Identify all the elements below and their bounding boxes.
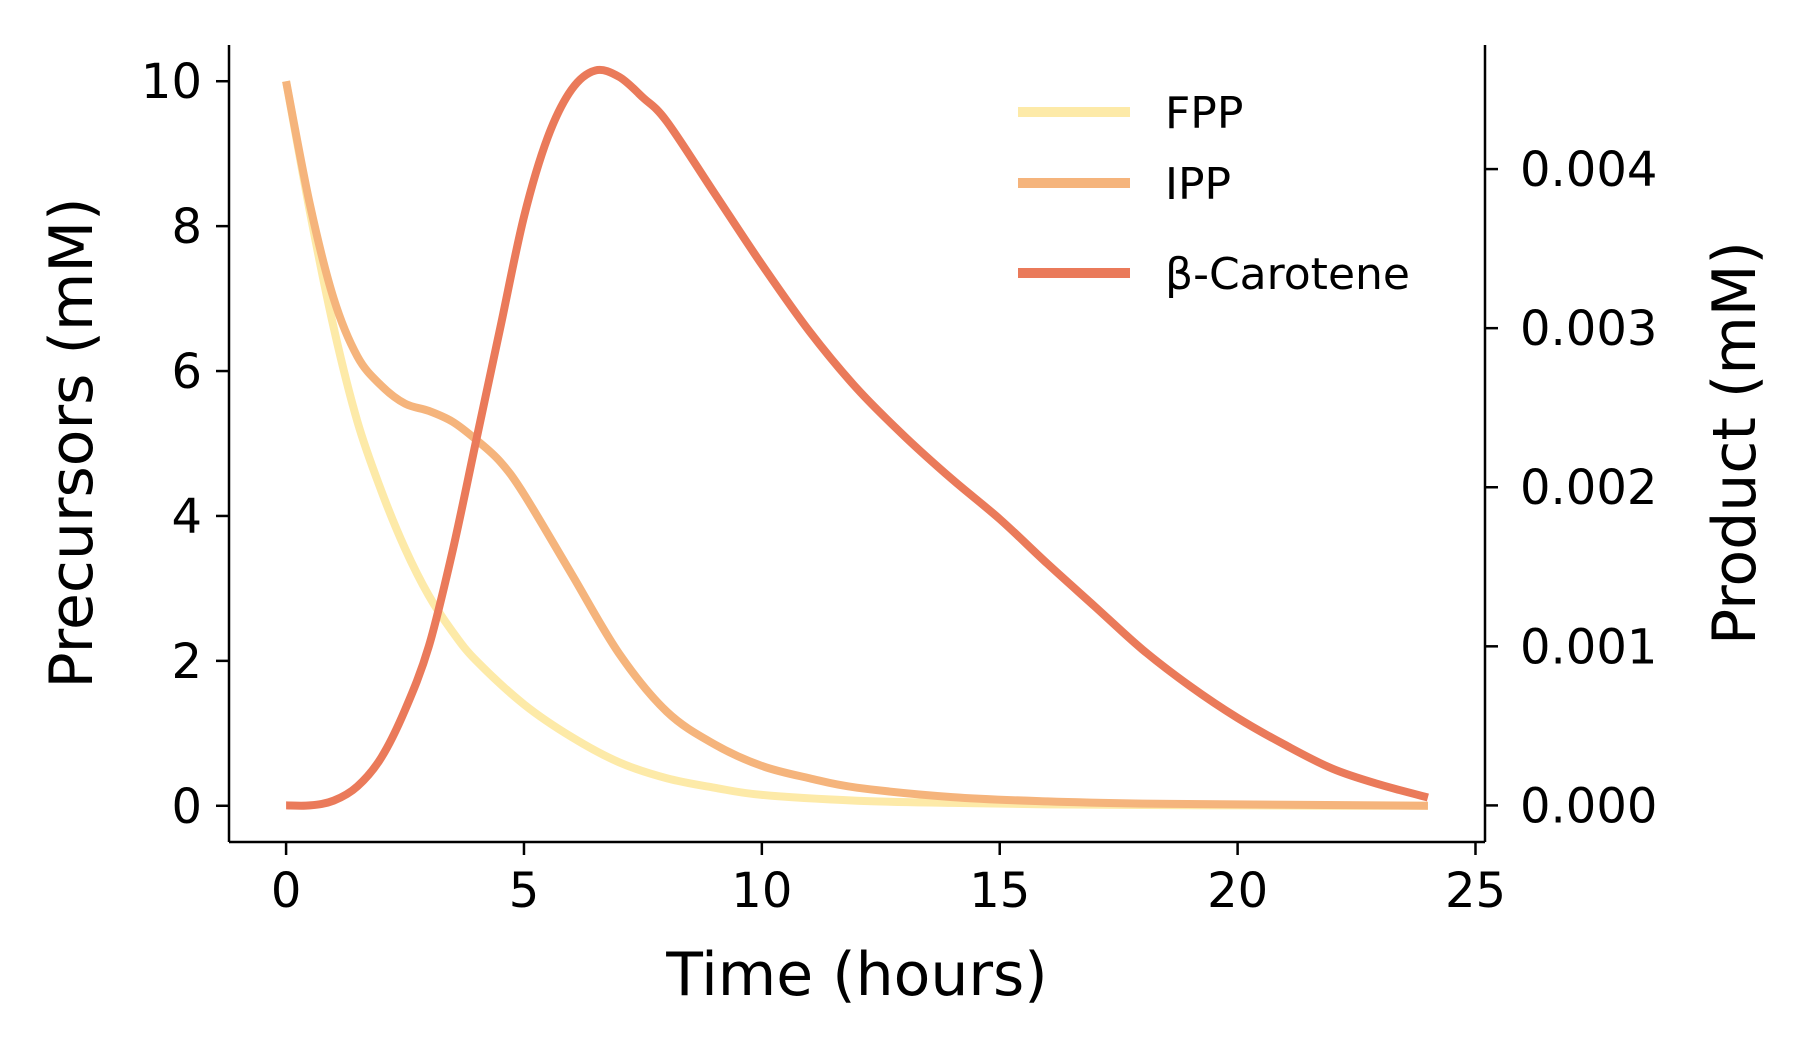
x-tick-label: 10 — [731, 863, 792, 919]
legend: FPP IPP β-Carotene — [1018, 88, 1410, 300]
x-tick-label: 15 — [969, 863, 1030, 919]
y2-tick-label: 0.002 — [1520, 460, 1657, 516]
y-tick-label: 2 — [171, 634, 202, 690]
legend-item: IPP — [1018, 159, 1231, 210]
legend-label: β-Carotene — [1165, 249, 1410, 300]
series-line — [282, 80, 1428, 810]
x-axis-label: Time (hours) — [665, 940, 1047, 1010]
legend-item: β-Carotene — [1018, 249, 1410, 300]
x-tick-label: 5 — [509, 863, 540, 919]
legend-label: FPP — [1165, 88, 1243, 139]
x-tick-label: 20 — [1207, 863, 1268, 919]
y2-tick-label: 0.000 — [1520, 778, 1657, 834]
axes-layer — [227, 45, 1487, 844]
y-tick-label: 10 — [141, 54, 202, 110]
x-tick-label: 25 — [1445, 863, 1506, 919]
y2-tick-label: 0.004 — [1520, 142, 1657, 198]
y-tick-label: 6 — [171, 344, 202, 400]
series-1 — [282, 80, 1428, 810]
y-tick-label: 4 — [171, 489, 202, 545]
y-tick-label: 8 — [171, 199, 202, 255]
series-line — [282, 80, 1428, 810]
y-axis-label: Precursors (mM) — [37, 197, 107, 688]
legend-label: IPP — [1165, 159, 1231, 210]
series-0 — [282, 80, 1428, 810]
legend-item: FPP — [1018, 88, 1243, 139]
series-layer — [282, 65, 1429, 810]
y-tick-label: 0 — [171, 779, 202, 835]
series-line — [286, 65, 1429, 810]
y2-tick-label: 0.003 — [1520, 301, 1657, 357]
series-2 — [286, 65, 1429, 810]
y2-axis-label: Product (mM) — [1700, 241, 1770, 645]
ticks-layer: 0 5 10 15 20 25 0 2 4 6 8 10 0.000 0.001 0.002 0.003 0.0… — [141, 54, 1658, 919]
y2-tick-label: 0.001 — [1520, 619, 1657, 675]
x-tick-label: 0 — [271, 863, 302, 919]
